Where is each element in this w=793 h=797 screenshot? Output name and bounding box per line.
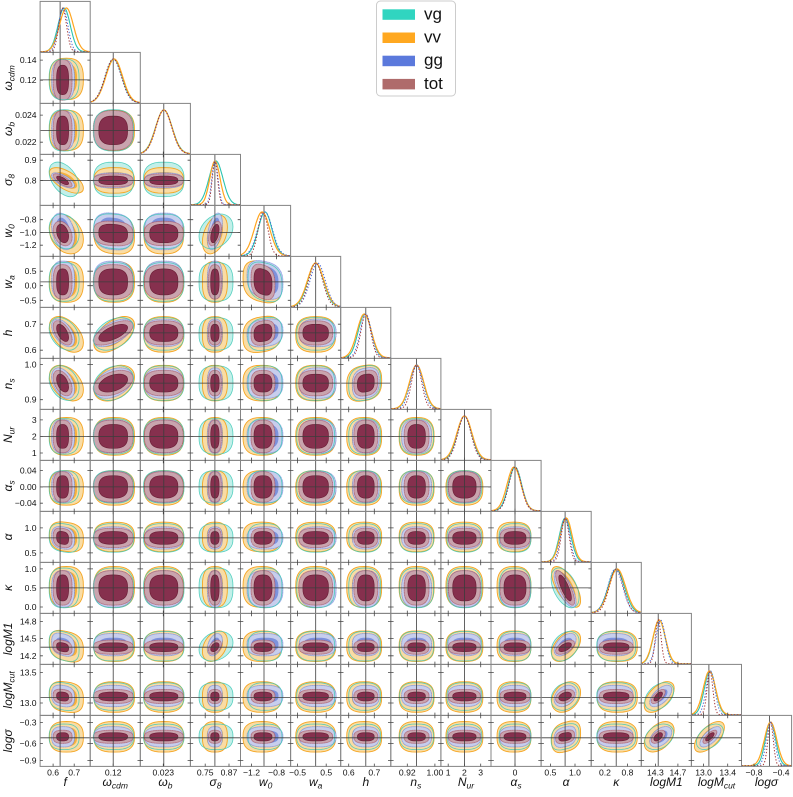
svg-text:tot: tot [424,74,443,93]
svg-text:0.87: 0.87 [221,768,238,778]
svg-text:h: h [1,329,15,336]
svg-text:logσ: logσ [1,729,15,753]
svg-text:gg: gg [424,51,443,70]
svg-text:−1.2: −1.2 [243,768,260,778]
svg-text:h: h [362,775,369,789]
svg-text:0.5: 0.5 [25,548,37,558]
svg-text:14.2: 14.2 [20,651,37,661]
svg-text:0.024: 0.024 [15,110,37,120]
svg-text:−0.8: −0.8 [20,215,37,225]
svg-text:α: α [1,532,15,540]
svg-text:−1.2: −1.2 [20,240,37,250]
svg-text:13.0: 13.0 [20,698,37,708]
svg-text:−0.8: −0.8 [268,768,285,778]
svg-text:0.7: 0.7 [25,319,37,329]
svg-text:3: 3 [32,415,37,425]
svg-text:ns: ns [410,775,422,791]
svg-text:0.00: 0.00 [20,482,37,492]
svg-text:−0.9: −0.9 [20,756,37,766]
svg-text:2: 2 [462,768,467,778]
svg-text:1.0: 1.0 [25,564,37,574]
svg-text:1: 1 [32,448,37,458]
svg-text:−0.5: −0.5 [289,768,306,778]
svg-text:0.7: 0.7 [68,768,80,778]
svg-text:0.75: 0.75 [197,768,214,778]
svg-text:0.0: 0.0 [25,281,37,291]
svg-text:−0.6: −0.6 [20,738,37,748]
svg-text:αs: αs [511,775,523,791]
svg-text:13.5: 13.5 [20,667,37,677]
svg-text:0.92: 0.92 [399,768,416,778]
svg-text:−0.4: −0.4 [773,768,790,778]
svg-text:0.022: 0.022 [15,137,37,147]
svg-text:0.0: 0.0 [25,602,37,612]
svg-text:f: f [64,775,69,789]
svg-text:13.0: 13.0 [695,768,712,778]
svg-text:1.0: 1.0 [25,523,37,533]
svg-text:0.9: 0.9 [25,395,37,405]
svg-text:0: 0 [513,768,518,778]
svg-text:1: 1 [446,768,451,778]
svg-text:0.7: 0.7 [368,768,380,778]
svg-text:3: 3 [478,768,483,778]
svg-text:κ: κ [1,584,15,591]
svg-text:α: α [563,775,571,789]
svg-text:13.4: 13.4 [719,768,736,778]
svg-text:logM1: logM1 [1,623,15,656]
svg-text:0.5: 0.5 [544,768,556,778]
svg-text:logσ: logσ [755,775,779,789]
svg-text:−0.5: −0.5 [20,295,37,305]
svg-text:0.5: 0.5 [25,583,37,593]
svg-text:vg: vg [424,4,442,23]
svg-text:2: 2 [32,431,37,441]
svg-text:1.0: 1.0 [25,360,37,370]
svg-text:0.5: 0.5 [320,768,332,778]
svg-text:0.12: 0.12 [105,768,122,778]
svg-text:1.00: 1.00 [427,768,444,778]
svg-text:−1.0: −1.0 [20,227,37,237]
svg-text:αs: αs [1,480,17,492]
svg-text:0.5: 0.5 [25,266,37,276]
svg-text:−0.04: −0.04 [15,498,37,508]
svg-text:14.8: 14.8 [20,617,37,627]
svg-text:0.8: 0.8 [622,768,634,778]
svg-text:0.2: 0.2 [599,768,611,778]
svg-text:0.8: 0.8 [25,176,37,186]
svg-text:−0.8: −0.8 [746,768,763,778]
svg-text:14.7: 14.7 [670,768,687,778]
svg-text:0.6: 0.6 [343,768,355,778]
svg-text:14.3: 14.3 [647,768,664,778]
svg-text:14.5: 14.5 [20,634,37,644]
svg-text:−0.3: −0.3 [20,718,37,728]
svg-text:1.0: 1.0 [569,768,581,778]
svg-text:vv: vv [424,28,442,47]
svg-text:0.6: 0.6 [25,345,37,355]
svg-text:0.04: 0.04 [20,466,37,476]
svg-text:0.023: 0.023 [153,768,175,778]
svg-text:0.12: 0.12 [20,75,37,85]
svg-text:κ: κ [613,775,620,789]
svg-text:0.9: 0.9 [25,155,37,165]
svg-text:logM1: logM1 [650,775,683,789]
svg-text:0.14: 0.14 [20,55,37,65]
svg-text:ns: ns [1,378,17,390]
svg-text:0.6: 0.6 [47,768,59,778]
